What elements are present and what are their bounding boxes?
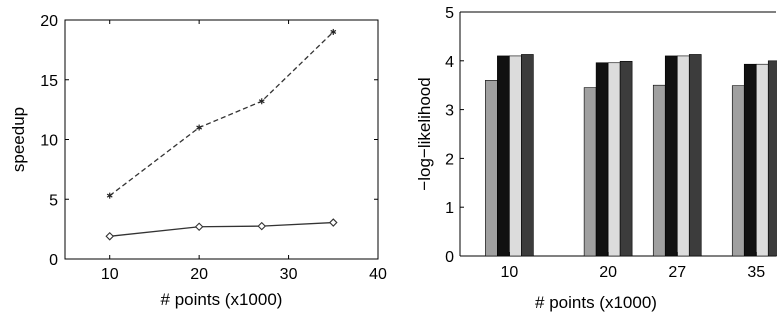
asterisk-stroke bbox=[106, 193, 113, 198]
bar-10-series-1 bbox=[497, 55, 510, 257]
series-0-point bbox=[106, 192, 113, 199]
x-tick-label: 30 bbox=[280, 266, 298, 283]
x-tick-label: 10 bbox=[101, 266, 119, 283]
bar-35-series-1 bbox=[743, 63, 757, 257]
bar-10-series-2 bbox=[509, 55, 522, 257]
bar-27-series-2 bbox=[676, 55, 690, 257]
series-0-point bbox=[330, 28, 337, 35]
x-tick-label: 35 bbox=[747, 264, 765, 281]
series-1-line bbox=[109, 221, 334, 237]
y-tick-label: 0 bbox=[49, 252, 58, 269]
series-0-point bbox=[196, 124, 203, 131]
bar-20-series-2 bbox=[607, 62, 621, 257]
asterisk-stroke bbox=[330, 29, 337, 34]
y-tick-label: 5 bbox=[445, 5, 454, 22]
bar-35-series-3 bbox=[767, 60, 777, 257]
y-tick-label: 1 bbox=[445, 200, 454, 217]
asterisk-stroke bbox=[258, 99, 265, 104]
bar-10-series-0 bbox=[485, 80, 498, 257]
y-tick-label: 0 bbox=[445, 249, 454, 266]
x-tick-label: 27 bbox=[668, 264, 686, 281]
y-tick-label: 4 bbox=[445, 54, 454, 71]
bar-27-series-1 bbox=[664, 55, 678, 257]
series-0-point bbox=[258, 98, 265, 105]
x-axis-label: # points (x1000) bbox=[535, 293, 657, 312]
series-1-point bbox=[105, 232, 114, 241]
bar-27-series-3 bbox=[688, 54, 702, 257]
x-tick-label: 20 bbox=[190, 266, 208, 283]
x-tick-label: 10 bbox=[500, 264, 518, 281]
y-tick-label: 2 bbox=[445, 151, 454, 168]
speedup-chart: 10 20 30 40 0 5 10 15 20 # points (x1000) speedup bbox=[9, 13, 387, 309]
y-tick-label: 5 bbox=[49, 192, 58, 209]
bar-10-series-3 bbox=[521, 54, 534, 257]
bar-35-series-0 bbox=[731, 85, 745, 257]
y-tick-label: 3 bbox=[445, 103, 454, 120]
x-tick-label: 20 bbox=[599, 264, 617, 281]
x-axis-label: # points (x1000) bbox=[161, 290, 283, 309]
y-tick-label: 20 bbox=[40, 13, 58, 30]
series-0-line bbox=[109, 31, 334, 197]
bar-20-series-3 bbox=[619, 60, 633, 257]
bar-35-series-2 bbox=[755, 63, 769, 257]
bar-27-series-0 bbox=[652, 84, 666, 257]
y-tick-label: 10 bbox=[40, 133, 58, 150]
series-1-point bbox=[194, 222, 204, 232]
series-1-point bbox=[329, 218, 338, 227]
y-tick-label: 15 bbox=[40, 73, 58, 90]
likelihood-bar-chart: 0 1 2 3 4 5 10 20 27 35 # points (x1000) −log−likel… bbox=[415, 5, 777, 312]
bar-20-series-0 bbox=[583, 87, 597, 257]
y-axis-label: speedup bbox=[9, 107, 28, 172]
x-tick-label: 40 bbox=[369, 266, 387, 283]
series-1-point bbox=[257, 221, 267, 231]
bar-20-series-1 bbox=[595, 62, 609, 257]
asterisk-stroke bbox=[196, 125, 203, 130]
y-axis-label: −log−likelihood bbox=[415, 77, 434, 190]
